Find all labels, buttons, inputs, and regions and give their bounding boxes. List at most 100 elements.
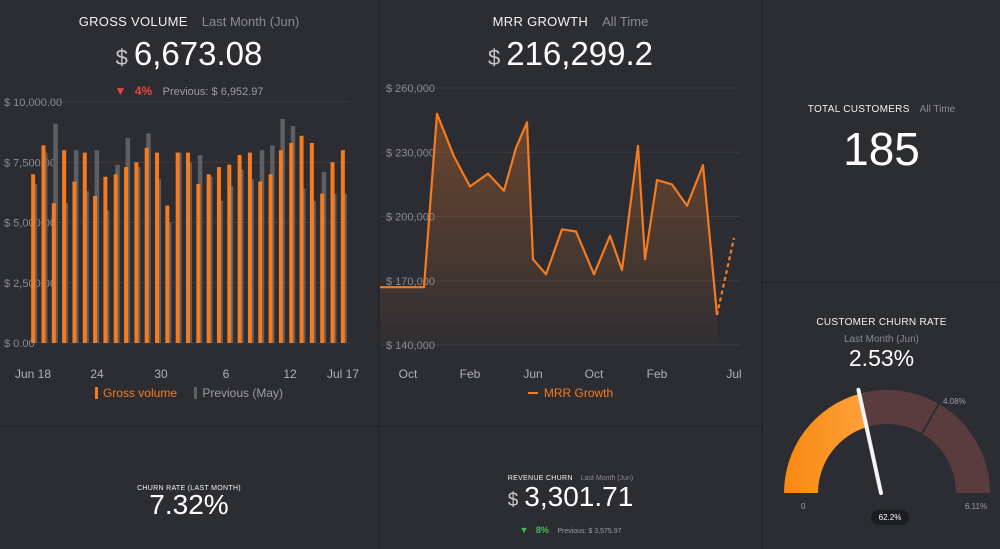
arrow-down-icon: ▼	[114, 84, 127, 98]
churn-rate-header: CHURN RATE (LAST MONTH)	[0, 477, 378, 495]
y-tick-label: $ 5,000.00	[4, 218, 56, 230]
mrr-growth-period: All Time	[602, 14, 649, 29]
revenue-churn-period: Last Month (Jun)	[580, 475, 634, 482]
currency-symbol: $	[507, 490, 519, 511]
gross-volume-change-row: ▼ 4% Previous: $ 6,952.97	[0, 82, 378, 100]
gross-volume-chart: $ 10,000.00 $ 7,500.00 $ 5,000.00 $ 2,500.0…	[4, 97, 359, 381]
gross-volume-bar	[103, 176, 108, 343]
x-tick-label: Feb	[460, 367, 481, 381]
x-tick-label: 24	[90, 367, 104, 381]
total-customers-panel: TOTAL CUSTOMERS All Time 185	[763, 0, 1000, 281]
gross-volume-bar	[268, 174, 273, 343]
gross-volume-bar	[72, 181, 77, 343]
gauge-min-label: 0	[801, 502, 806, 511]
legend-label-mrr: MRR Growth	[543, 386, 614, 400]
legend-label-previous: Previous (May)	[202, 386, 284, 400]
revenue-churn-previous: Previous: $ 3,575.97	[557, 528, 622, 535]
mrr-growth-panel: MRR GROWTH All Time $216,299.2 $ 260,000 $…	[380, 0, 761, 425]
gross-volume-bar	[340, 150, 345, 343]
currency-symbol: $	[487, 45, 501, 70]
gauge-needle	[856, 387, 883, 495]
mrr-line	[380, 112, 719, 316]
revenue-churn-value-row: $3,301.71	[380, 481, 761, 513]
gross-volume-value: 6,673.08	[133, 35, 263, 72]
gross-volume-bar	[247, 152, 252, 343]
customer-churn-title: CUSTOMER CHURN RATE	[816, 317, 947, 328]
customer-churn-panel: CUSTOMER CHURN RATE Last Month (Jun) 2.5…	[763, 283, 1000, 549]
gauge-remaining-segment	[859, 390, 990, 493]
churn-rate-panel: CHURN RATE (LAST MONTH) 7.32%	[0, 427, 378, 549]
x-tick-label: 12	[283, 367, 297, 381]
y-tick-label: $ 200,000	[386, 212, 435, 224]
customer-churn-gauge	[784, 387, 990, 495]
revenue-churn-change-row: ▼ 8% Previous: $ 3,575.97	[380, 520, 761, 538]
gross-volume-bar	[62, 150, 67, 343]
churn-rate-value: 7.32%	[149, 489, 229, 520]
x-tick-label: Jul 17	[327, 367, 359, 381]
customer-churn-period-row: Last Month (Jun)	[763, 329, 1000, 347]
customer-churn-title-row: CUSTOMER CHURN RATE	[763, 312, 1000, 330]
gross-volume-value-row: $6,673.08	[0, 35, 378, 73]
gross-volume-bar	[320, 193, 325, 343]
revenue-churn-title: REVENUE CHURN	[507, 475, 573, 482]
gross-volume-legend: Gross volume Previous (May)	[0, 386, 378, 400]
gross-volume-bar	[165, 205, 170, 343]
customer-churn-value: 2.53%	[848, 345, 915, 371]
gross-volume-bar	[227, 164, 232, 343]
arrow-down-icon: ▼	[519, 525, 529, 535]
gross-volume-bar	[93, 195, 98, 343]
gross-volume-bar	[155, 152, 160, 343]
gross-volume-bar	[309, 142, 314, 343]
total-customers-value: 185	[843, 123, 920, 175]
gross-volume-bar	[216, 167, 221, 343]
gross-volume-title: GROSS VOLUME	[78, 14, 188, 29]
revenue-churn-panel: REVENUE CHURN Last Month (Jun) $3,301.71 …	[380, 427, 761, 549]
gross-volume-bar	[278, 150, 283, 343]
y-tick-label: $ 0.00	[4, 338, 35, 350]
y-tick-label: $ 230,000	[386, 147, 435, 159]
gauge-badge: 62.2%	[871, 510, 909, 525]
legend-swatch-previous	[194, 387, 198, 399]
mrr-growth-header: MRR GROWTH All Time	[380, 13, 761, 31]
gauge-filled-segment	[784, 393, 869, 493]
total-customers-period: All Time	[919, 104, 956, 115]
y-tick-label: $ 170,000	[386, 276, 435, 288]
customer-churn-period: Last Month (Jun)	[843, 334, 920, 345]
revenue-churn-value: 3,301.71	[524, 481, 634, 512]
total-customers-header: TOTAL CUSTOMERS All Time	[763, 99, 1000, 117]
gross-volume-bar	[82, 152, 87, 343]
gross-volume-bar	[196, 183, 201, 343]
gross-volume-change: 4%	[134, 84, 153, 98]
mrr-growth-value-row: $216,299.2	[380, 35, 761, 73]
x-tick-label: Jul	[726, 367, 741, 381]
mrr-growth-legend: MRR Growth	[380, 386, 761, 400]
x-tick-label: Oct	[585, 367, 604, 381]
gross-volume-previous: Previous: $ 6,952.97	[162, 86, 264, 98]
mrr-growth-value: 216,299.2	[506, 35, 654, 72]
y-tick-label: $ 2,500.00	[4, 278, 56, 290]
gross-volume-bar	[144, 147, 149, 343]
currency-symbol: $	[115, 45, 128, 70]
revenue-churn-change: 8%	[535, 525, 549, 535]
revenue-churn-header: REVENUE CHURN Last Month (Jun)	[380, 467, 761, 485]
mrr-area	[380, 113, 717, 345]
x-tick-label: Feb	[647, 367, 668, 381]
gross-volume-bar	[237, 155, 242, 343]
churn-rate-title: CHURN RATE (LAST MONTH)	[137, 485, 241, 492]
x-tick-label: Oct	[399, 367, 418, 381]
y-tick-label: $ 7,500.00	[4, 157, 56, 169]
legend-swatch-gross	[94, 387, 98, 399]
gross-volume-bar	[134, 162, 139, 343]
gross-volume-panel: GROSS VOLUME Last Month (Jun) $6,673.08 ▼…	[0, 0, 378, 425]
legend-label-gross: Gross volume	[102, 386, 177, 400]
legend-swatch-mrr	[527, 392, 538, 394]
gross-volume-bar	[41, 145, 46, 343]
gross-volume-bar	[113, 174, 118, 343]
x-tick-label: Jun 18	[15, 367, 51, 381]
gross-volume-bar	[206, 174, 211, 343]
mrr-projection-line	[715, 237, 736, 316]
x-tick-label: 6	[223, 367, 230, 381]
gross-volume-bar	[258, 181, 263, 343]
mrr-growth-title: MRR GROWTH	[492, 14, 589, 29]
gross-volume-bar	[186, 152, 190, 343]
